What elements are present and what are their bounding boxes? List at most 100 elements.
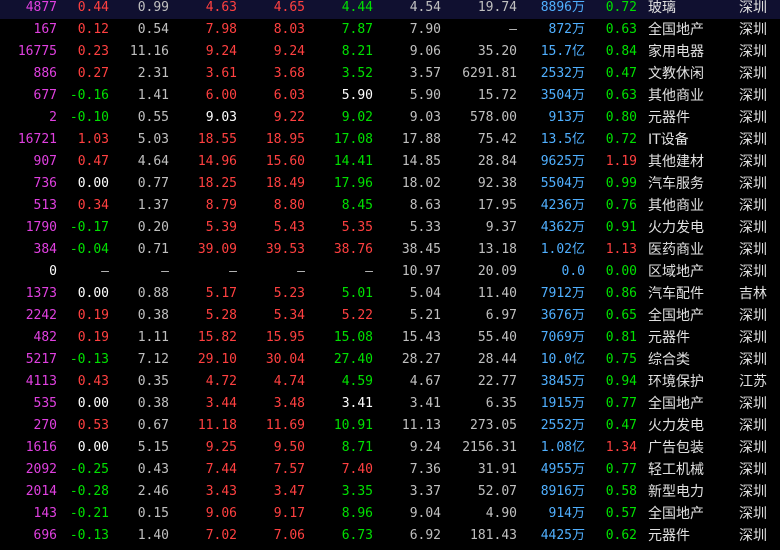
volume-ratio-cell: 1.34 — [605, 440, 637, 455]
turnover-cell: 2.46 — [137, 484, 169, 499]
table-row[interactable]: 513 0.34 1.37 8.79 8.80 8.45 8.63 17.95 4236万 0.7… — [0, 195, 780, 217]
table-row[interactable]: 4113 0.43 0.35 4.72 4.74 4.59 4.67 22.77 3845万 0.… — [0, 371, 780, 393]
high-price-cell: 5.34 — [273, 308, 305, 323]
table-row[interactable]: 736 0.00 0.77 18.25 18.49 17.96 18.02 92.38 5504… — [0, 173, 780, 195]
volume-cell: 482 — [33, 330, 57, 345]
change-cell: 0.12 — [77, 22, 109, 37]
table-row[interactable]: 4877 0.44 0.99 4.63 4.65 4.44 4.54 19.74 8896万 0.… — [0, 0, 780, 19]
industry-cell: 家用电器 — [648, 44, 704, 60]
table-row[interactable]: 1373 0.00 0.88 5.17 5.23 5.01 5.04 11.40 7912万 0.… — [0, 283, 780, 305]
high-price-cell: 7.06 — [273, 528, 305, 543]
pe-ratio-cell: 75.42 — [477, 132, 517, 147]
turnover-cell: 1.11 — [137, 330, 169, 345]
change-cell: -0.21 — [69, 506, 109, 521]
change-cell: -0.10 — [69, 110, 109, 125]
market-cap-cell: 4425万 — [540, 528, 585, 543]
pe-ratio-cell: 9.37 — [485, 220, 517, 235]
change-cell: -0.04 — [69, 242, 109, 257]
volume-ratio-cell: 0.80 — [605, 110, 637, 125]
industry-cell: 综合类 — [648, 352, 690, 368]
region-cell: 吉林 — [739, 286, 767, 302]
open-price-cell: 7.44 — [205, 462, 237, 477]
region-cell: 深圳 — [739, 66, 767, 82]
high-price-cell: 9.50 — [273, 440, 305, 455]
table-row[interactable]: 2242 0.19 0.38 5.28 5.34 5.22 5.21 6.97 3676万 0.6… — [0, 305, 780, 327]
prev-close-cell: 8.63 — [409, 198, 441, 213]
pe-ratio-cell: 6.97 — [485, 308, 517, 323]
table-row[interactable]: 5217 -0.13 7.12 29.10 30.04 27.40 28.27 28.44 10… — [0, 349, 780, 371]
change-cell: 1.03 — [77, 132, 109, 147]
table-row[interactable]: 167 0.12 0.54 7.98 8.03 7.87 7.90 – 872万 0.63 全国地产… — [0, 19, 780, 41]
market-cap-cell: 1.08亿 — [540, 440, 585, 455]
high-price-cell: 9.24 — [273, 44, 305, 59]
table-row[interactable]: 1790 -0.17 0.20 5.39 5.43 5.35 5.33 9.37 4362万 0.… — [0, 217, 780, 239]
industry-cell: IT设备 — [648, 132, 689, 148]
pe-ratio-cell: 20.09 — [477, 264, 517, 279]
low-price-cell: 27.40 — [333, 352, 373, 367]
high-price-cell: 5.43 — [273, 220, 305, 235]
low-price-cell: – — [365, 264, 373, 279]
low-price-cell: 7.87 — [341, 22, 373, 37]
low-price-cell: 8.21 — [341, 44, 373, 59]
pe-ratio-cell: 28.44 — [477, 352, 517, 367]
market-cap-cell: 1.02亿 — [540, 242, 585, 257]
table-row[interactable]: 16721 1.03 5.03 18.55 18.95 17.08 17.88 75.42 13… — [0, 129, 780, 151]
table-row[interactable]: 2014 -0.28 2.46 3.43 3.47 3.35 3.37 52.07 8916万 0… — [0, 481, 780, 503]
table-row[interactable]: 2092 -0.25 0.43 7.44 7.57 7.40 7.36 31.91 4955万 0… — [0, 459, 780, 481]
change-cell: 0.00 — [77, 176, 109, 191]
market-cap-cell: 872万 — [548, 22, 585, 37]
open-price-cell: 15.82 — [197, 330, 237, 345]
table-row[interactable]: 0 – – – – – 10.97 20.09 0.0 0.00 区域地产 深圳 — [0, 261, 780, 283]
market-cap-cell: 913万 — [548, 110, 585, 125]
high-price-cell: – — [297, 264, 305, 279]
industry-cell: 火力发电 — [648, 418, 704, 434]
industry-cell: 新型电力 — [648, 484, 704, 500]
turnover-cell: 0.88 — [137, 286, 169, 301]
table-row[interactable]: 482 0.19 1.11 15.82 15.95 15.08 15.43 55.40 7069… — [0, 327, 780, 349]
turnover-cell: 11.16 — [129, 44, 169, 59]
turnover-cell: 0.38 — [137, 308, 169, 323]
table-row[interactable]: 1616 0.00 5.15 9.25 9.50 8.71 9.24 2156.31 1.08亿… — [0, 437, 780, 459]
market-cap-cell: 3845万 — [540, 374, 585, 389]
table-row[interactable]: 2 -0.10 0.55 9.03 9.22 9.02 9.03 578.00 913万 0.80… — [0, 107, 780, 129]
table-row[interactable]: 696 -0.13 1.40 7.02 7.06 6.73 6.92 181.43 4425万 0… — [0, 525, 780, 547]
high-price-cell: 5.23 — [273, 286, 305, 301]
open-price-cell: 5.17 — [205, 286, 237, 301]
table-row[interactable]: 535 0.00 0.38 3.44 3.48 3.41 3.41 6.35 1915万 0.77… — [0, 393, 780, 415]
table-row[interactable]: 886 0.27 2.31 3.61 3.68 3.52 3.57 6291.81 2532万 0… — [0, 63, 780, 85]
table-row[interactable]: 677 -0.16 1.41 6.00 6.03 5.90 5.90 15.72 3504万 0.… — [0, 85, 780, 107]
high-price-cell: 39.53 — [265, 242, 305, 257]
pe-ratio-cell: 6291.81 — [462, 66, 517, 81]
region-cell: 江苏 — [739, 374, 767, 390]
industry-cell: 元器件 — [648, 110, 690, 126]
change-cell: 0.44 — [77, 0, 109, 15]
turnover-cell: 0.55 — [137, 110, 169, 125]
change-cell: 0.00 — [77, 286, 109, 301]
table-row[interactable]: 270 0.53 0.67 11.18 11.69 10.91 11.13 273.05 255… — [0, 415, 780, 437]
high-price-cell: 18.95 — [265, 132, 305, 147]
high-price-cell: 9.22 — [273, 110, 305, 125]
prev-close-cell: 7.36 — [409, 462, 441, 477]
low-price-cell: 7.40 — [341, 462, 373, 477]
region-cell: 深圳 — [739, 528, 767, 544]
high-price-cell: 3.68 — [273, 66, 305, 81]
pe-ratio-cell: 181.43 — [470, 528, 517, 543]
market-cap-cell: 3504万 — [540, 88, 585, 103]
open-price-cell: – — [229, 264, 237, 279]
change-cell: 0.00 — [77, 396, 109, 411]
high-price-cell: 8.80 — [273, 198, 305, 213]
high-price-cell: 15.60 — [265, 154, 305, 169]
table-row[interactable]: 907 0.47 4.64 14.96 15.60 14.41 14.85 28.84 9625… — [0, 151, 780, 173]
table-row[interactable]: 16775 0.23 11.16 9.24 9.24 8.21 9.06 35.20 15.7亿… — [0, 41, 780, 63]
table-row[interactable]: 384 -0.04 0.71 39.09 39.53 38.76 38.45 13.18 1.0… — [0, 239, 780, 261]
open-price-cell: 6.00 — [205, 88, 237, 103]
open-price-cell: 14.96 — [197, 154, 237, 169]
market-cap-cell: 5504万 — [540, 176, 585, 191]
volume-ratio-cell: 0.77 — [605, 396, 637, 411]
pe-ratio-cell: 13.18 — [477, 242, 517, 257]
table-row[interactable]: 143 -0.21 0.15 9.06 9.17 8.96 9.04 4.90 914万 0.57… — [0, 503, 780, 525]
prev-close-cell: 38.45 — [401, 242, 441, 257]
prev-close-cell: 15.43 — [401, 330, 441, 345]
volume-cell: 167 — [33, 22, 57, 37]
low-price-cell: 8.96 — [341, 506, 373, 521]
